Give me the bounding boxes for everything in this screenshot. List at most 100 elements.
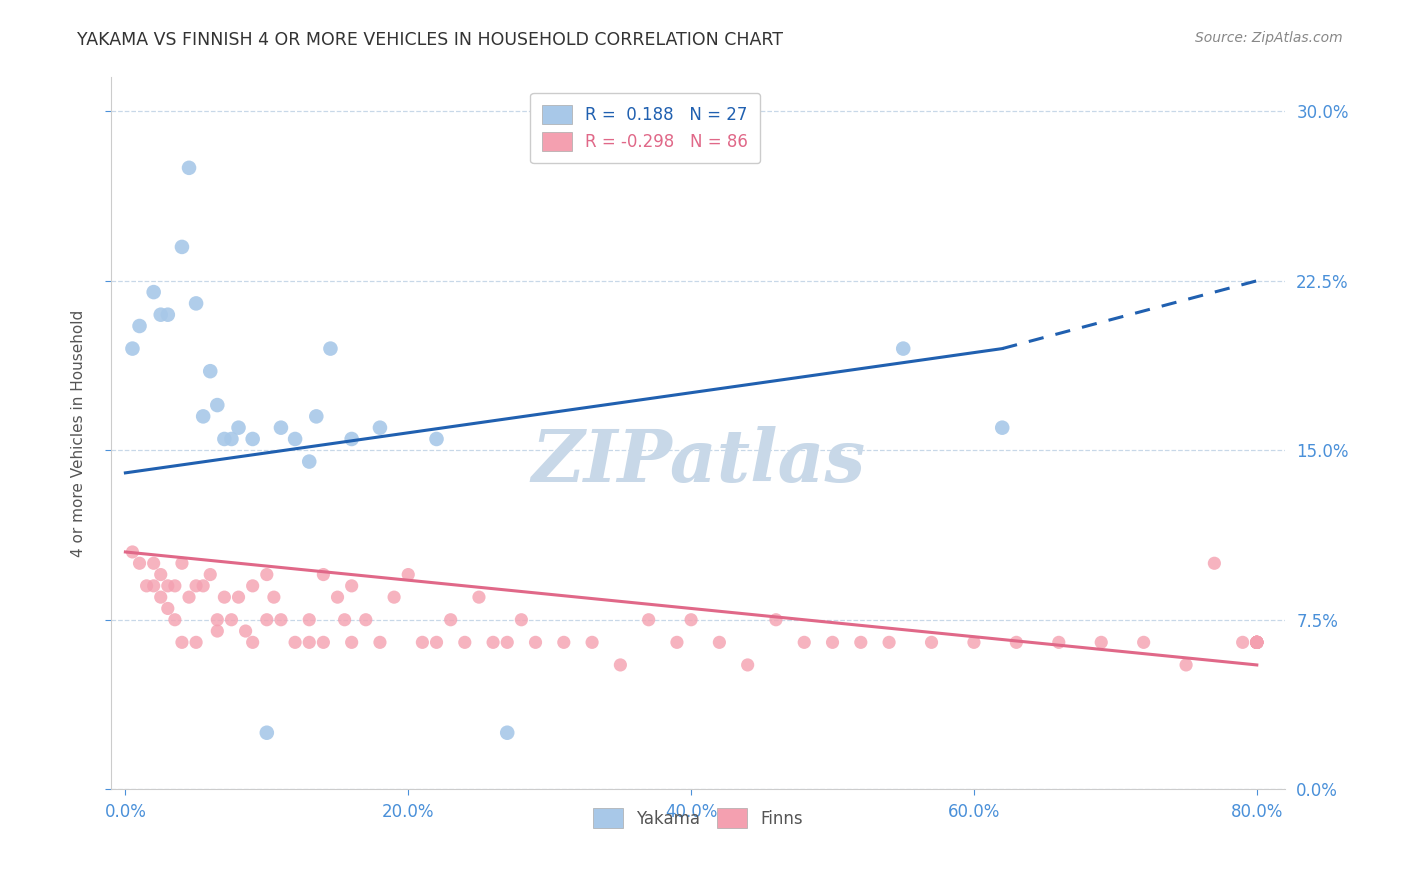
Point <box>207 613 229 627</box>
Point <box>340 432 363 446</box>
Point <box>228 590 250 604</box>
Point <box>1246 635 1268 649</box>
Point <box>214 590 236 604</box>
Point <box>737 657 759 672</box>
Point <box>221 613 243 627</box>
Point <box>425 432 447 446</box>
Point <box>1246 635 1268 649</box>
Point <box>1246 635 1268 649</box>
Point <box>235 624 257 638</box>
Point <box>368 635 391 649</box>
Point <box>163 613 186 627</box>
Point <box>411 635 433 649</box>
Point <box>284 432 307 446</box>
Point <box>256 613 278 627</box>
Point <box>709 635 731 649</box>
Point <box>156 308 179 322</box>
Point <box>765 613 787 627</box>
Point <box>184 296 207 310</box>
Point <box>128 318 150 333</box>
Point <box>142 285 165 299</box>
Point <box>1175 657 1198 672</box>
Point <box>1246 635 1268 649</box>
Point <box>256 567 278 582</box>
Point <box>396 567 419 582</box>
Point <box>1246 635 1268 649</box>
Point <box>821 635 844 649</box>
Point <box>454 635 477 649</box>
Point <box>1246 635 1268 649</box>
Point <box>200 567 222 582</box>
Text: Source: ZipAtlas.com: Source: ZipAtlas.com <box>1195 31 1343 45</box>
Point <box>312 635 335 649</box>
Point <box>170 635 193 649</box>
Point <box>149 567 172 582</box>
Point <box>207 624 229 638</box>
Point <box>877 635 900 649</box>
Point <box>581 635 603 649</box>
Point <box>221 432 243 446</box>
Point <box>142 556 165 570</box>
Point <box>156 601 179 615</box>
Point <box>263 590 285 604</box>
Point <box>184 579 207 593</box>
Point <box>849 635 872 649</box>
Point <box>193 579 215 593</box>
Point <box>149 590 172 604</box>
Point <box>524 635 547 649</box>
Point <box>793 635 815 649</box>
Point <box>382 590 405 604</box>
Point <box>1132 635 1154 649</box>
Point <box>1005 635 1028 649</box>
Point <box>425 635 447 649</box>
Point <box>228 420 250 434</box>
Point <box>326 590 349 604</box>
Point <box>242 579 264 593</box>
Point <box>496 635 519 649</box>
Point <box>1090 635 1112 649</box>
Point <box>142 579 165 593</box>
Point <box>891 342 914 356</box>
Point <box>163 579 186 593</box>
Point <box>298 613 321 627</box>
Text: YAKAMA VS FINNISH 4 OR MORE VEHICLES IN HOUSEHOLD CORRELATION CHART: YAKAMA VS FINNISH 4 OR MORE VEHICLES IN … <box>77 31 783 49</box>
Point <box>991 420 1014 434</box>
Point <box>121 342 143 356</box>
Point <box>177 590 200 604</box>
Point <box>207 398 229 412</box>
Point <box>298 454 321 468</box>
Point <box>1204 556 1226 570</box>
Point <box>242 635 264 649</box>
Point <box>270 613 292 627</box>
Point <box>177 161 200 175</box>
Point <box>368 420 391 434</box>
Point <box>921 635 943 649</box>
Point <box>496 725 519 739</box>
Point <box>298 635 321 649</box>
Point <box>149 308 172 322</box>
Point <box>1246 635 1268 649</box>
Point <box>963 635 986 649</box>
Point <box>1246 635 1268 649</box>
Point <box>510 613 533 627</box>
Point <box>468 590 491 604</box>
Point <box>1047 635 1070 649</box>
Point <box>242 432 264 446</box>
Point <box>128 556 150 570</box>
Point <box>637 613 659 627</box>
Point <box>121 545 143 559</box>
Point <box>482 635 505 649</box>
Point <box>665 635 688 649</box>
Point <box>270 420 292 434</box>
Point <box>1246 635 1268 649</box>
Point <box>170 240 193 254</box>
Text: ZIPatlas: ZIPatlas <box>531 426 865 498</box>
Point <box>609 657 631 672</box>
Point <box>256 725 278 739</box>
Point <box>1232 635 1254 649</box>
Point <box>156 579 179 593</box>
Point <box>193 409 215 424</box>
Point <box>340 579 363 593</box>
Point <box>184 635 207 649</box>
Point <box>319 342 342 356</box>
